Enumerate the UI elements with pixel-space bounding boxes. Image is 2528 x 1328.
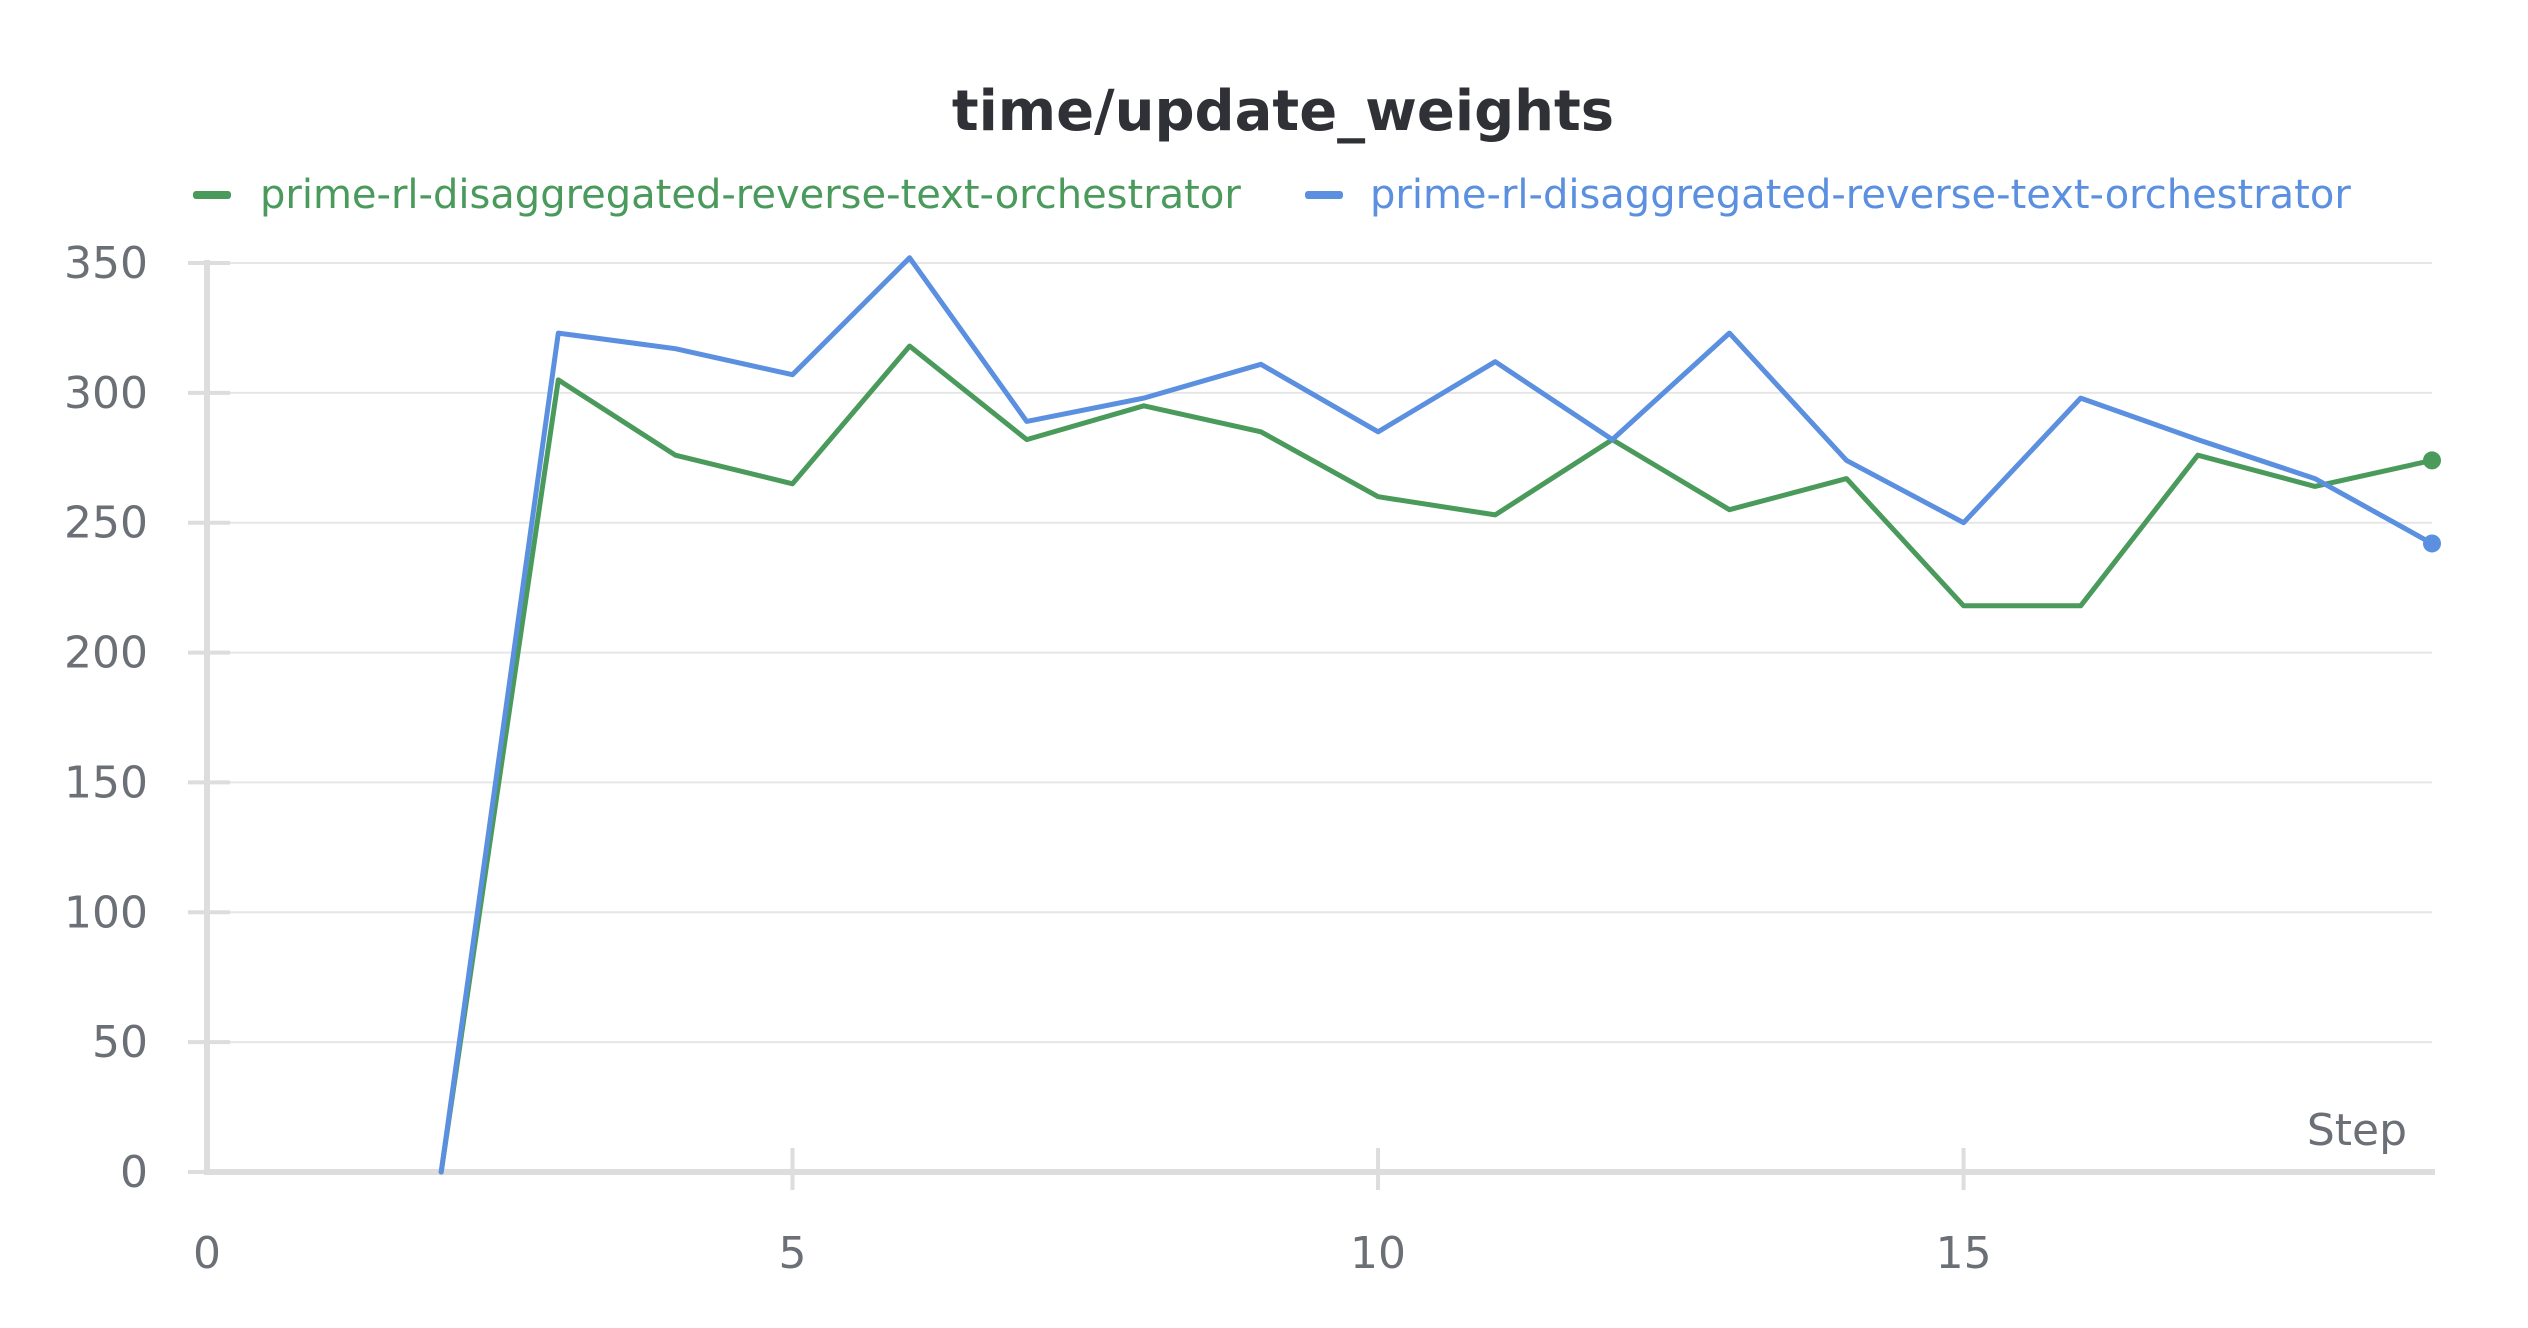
y-tick-label: 300: [64, 368, 148, 419]
y-tick-label: 0: [120, 1147, 148, 1198]
chart-title: time/update_weights: [952, 79, 1614, 144]
x-axis-ticks: 0 5 10 15: [193, 1148, 1992, 1279]
y-tick-label: 150: [64, 757, 148, 808]
x-tick-label: 15: [1936, 1228, 1992, 1279]
legend-label-blue[interactable]: prime-rl-disaggregated-reverse-text-orch…: [1370, 172, 2351, 218]
series-end-point-1[interactable]: [2423, 534, 2441, 553]
series-lines: [438, 255, 2441, 1175]
x-tick-label: 0: [193, 1228, 221, 1279]
x-tick-label: 10: [1350, 1228, 1406, 1279]
y-tick-label: 250: [64, 498, 148, 549]
series-line-1[interactable]: [438, 255, 2435, 1175]
grid-lines: [207, 262, 2432, 1044]
legend-label-green[interactable]: prime-rl-disaggregated-reverse-text-orch…: [260, 172, 1241, 218]
y-tick-label: 200: [64, 628, 148, 679]
x-tick-label: 5: [779, 1228, 807, 1279]
legend-swatch-blue: [1305, 191, 1343, 199]
series-end-point-0[interactable]: [2423, 451, 2441, 470]
x-axis-label: Step: [2307, 1105, 2407, 1156]
y-axis-ticks: 0 50 100 150 200 250 300 350: [64, 238, 230, 1198]
y-tick-label: 50: [92, 1017, 148, 1068]
y-tick-label: 350: [64, 238, 148, 289]
legend-swatch-green: [193, 191, 231, 199]
legend: prime-rl-disaggregated-reverse-text-orch…: [193, 172, 2351, 218]
series-line-0[interactable]: [438, 343, 2435, 1175]
y-tick-label: 100: [64, 887, 148, 938]
